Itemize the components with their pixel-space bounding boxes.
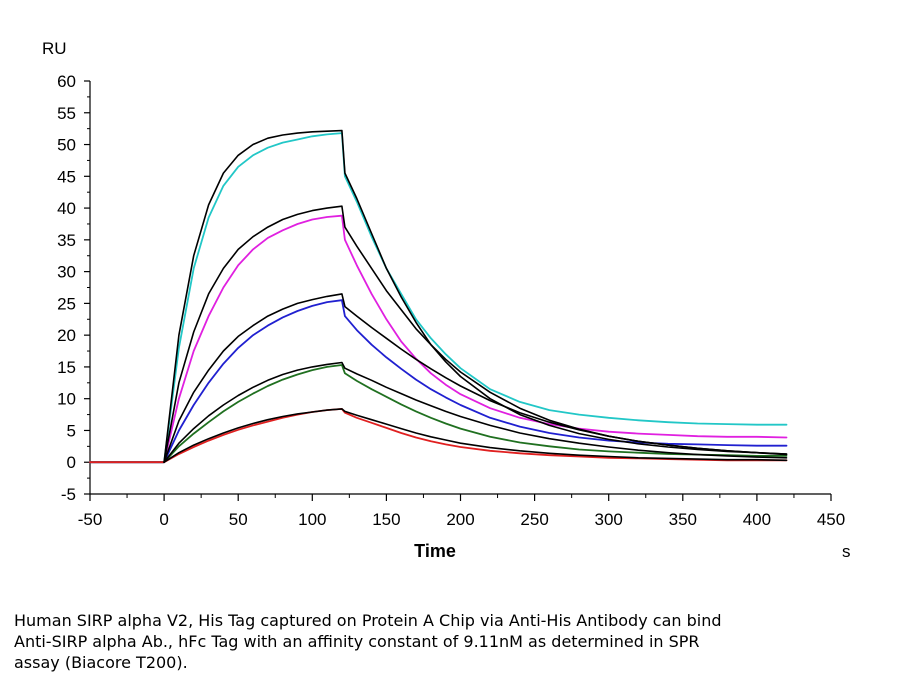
- caption-line-2: Anti-SIRP alpha Ab., hFc Tag with an aff…: [14, 632, 700, 651]
- caption-line-3: assay (Biacore T200).: [14, 653, 188, 672]
- x-tick-label: 300: [595, 510, 623, 529]
- fit-curve-7: [163, 361, 788, 463]
- x-tick-label: 400: [743, 510, 771, 529]
- x-tick-label: 350: [669, 510, 697, 529]
- y-tick-label: 30: [57, 263, 76, 282]
- y-tick-label: 40: [57, 199, 76, 218]
- x-tick-label: -50: [78, 510, 103, 529]
- figure-caption: Human SIRP alpha V2, His Tag captured on…: [14, 610, 874, 673]
- x-tick-label: 50: [229, 510, 248, 529]
- series-layer: [89, 129, 788, 464]
- measured-curve-2: [89, 214, 788, 464]
- y-tick-label: 10: [57, 390, 76, 409]
- y-tick-label: 55: [57, 104, 76, 123]
- caption-line-1: Human SIRP alpha V2, His Tag captured on…: [14, 611, 722, 630]
- measured-curve-0: [89, 132, 788, 464]
- y-tick-label: 60: [57, 72, 76, 91]
- fit-curve-1: [163, 129, 788, 463]
- x-axis-unit-label: s: [842, 542, 851, 561]
- fit-curve-5: [163, 293, 788, 463]
- x-axis-title: Time: [414, 541, 456, 561]
- y-axis-title: RU: [42, 39, 67, 58]
- y-axis-ticks: -5 0 5 10 15 20 25 30 35 40 45 50 55 60: [57, 72, 90, 504]
- y-tick-label: -5: [61, 485, 76, 504]
- x-tick-label: 0: [159, 510, 168, 529]
- x-tick-label: 450: [817, 510, 845, 529]
- x-tick-label: 100: [298, 510, 326, 529]
- y-tick-label: 25: [57, 294, 76, 313]
- y-tick-label: 5: [67, 421, 76, 440]
- measured-curve-6: [89, 364, 788, 464]
- y-tick-label: 50: [57, 136, 76, 155]
- y-tick-label: 35: [57, 231, 76, 250]
- x-tick-label: 200: [446, 510, 474, 529]
- fit-curve-9: [163, 408, 788, 463]
- measured-curve-8: [89, 408, 788, 464]
- x-tick-label: 250: [520, 510, 548, 529]
- y-tick-label: 15: [57, 358, 76, 377]
- y-tick-label: 20: [57, 326, 76, 345]
- y-tick-label: 0: [67, 453, 76, 472]
- y-tick-label: 45: [57, 167, 76, 186]
- x-tick-label: 150: [372, 510, 400, 529]
- x-axis-ticks: -50 0 50 100 150 200 250 300 350 400 450: [78, 494, 845, 529]
